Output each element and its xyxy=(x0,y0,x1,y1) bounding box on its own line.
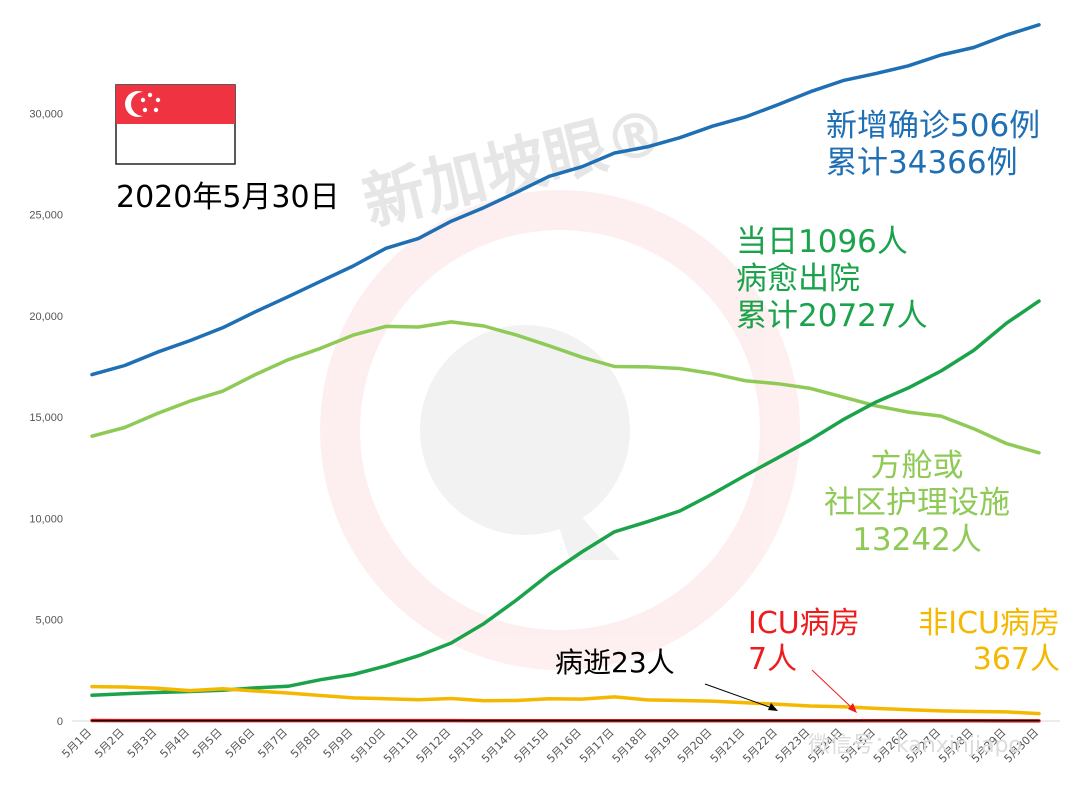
icu-pointer-arrow xyxy=(811,669,857,713)
y-tick-label: 30,000 xyxy=(29,108,63,120)
facility-annotation-line1: 方舱或 xyxy=(870,448,964,484)
y-tick-label: 25,000 xyxy=(29,210,63,222)
x-tick-label: 5月13日 xyxy=(446,726,486,766)
confirmed-annotation-line1: 新增确诊506例 xyxy=(826,108,1041,144)
x-tick-label: 5月3日 xyxy=(125,726,160,761)
y-tick-label: 15,000 xyxy=(29,412,63,424)
y-tick-label: 10,000 xyxy=(29,513,63,525)
x-tick-label: 5月11日 xyxy=(381,726,421,766)
x-tick-label: 5月2日 xyxy=(92,726,127,761)
icu-annotation-line2: 7人 xyxy=(748,642,798,677)
facility-annotation-line2: 社区护理设施 xyxy=(824,485,1010,522)
series-line-confirmed xyxy=(90,23,1041,377)
x-tick-label: 5月6日 xyxy=(223,726,258,761)
watermark-logo xyxy=(320,190,800,670)
x-tick-label: 5月20日 xyxy=(675,726,715,766)
x-tick-label: 5月7日 xyxy=(255,726,290,761)
x-tick-label: 5月23日 xyxy=(773,726,813,766)
confirmed-annotation: 新增确诊506例 累计34366例 xyxy=(826,108,1040,182)
x-tick-label: 5月4日 xyxy=(157,726,192,761)
x-tick-label: 5月15日 xyxy=(512,726,552,766)
x-tick-label: 5月8日 xyxy=(288,726,323,761)
y-tick-label: 0 xyxy=(57,716,63,728)
date-label: 2020年5月30日 xyxy=(116,180,340,215)
series-line-discharged xyxy=(90,299,1041,698)
confirmed-annotation-line2: 累计34366例 xyxy=(826,145,1018,182)
discharged-annotation-line2: 病愈出院 xyxy=(736,261,860,298)
deaths-annotation: 病逝23人 xyxy=(555,646,675,679)
non-icu-annotation-line2: 367人 xyxy=(972,642,1060,677)
x-tick-label: 5月22日 xyxy=(740,726,780,766)
non-icu-annotation: 非ICU病房 367人 xyxy=(896,606,1060,678)
icu-annotation: ICU病房 7人 xyxy=(748,606,860,678)
facility-annotation-line3: 13242人 xyxy=(852,522,982,559)
x-tick-label: 5月5日 xyxy=(190,726,225,761)
x-tick-label: 5月10日 xyxy=(348,726,388,766)
x-tick-label: 5月12日 xyxy=(414,726,454,766)
y-tick-label: 20,000 xyxy=(29,311,63,323)
non-icu-annotation-line1: 非ICU病房 xyxy=(918,606,1060,641)
discharged-annotation-line3: 累计20727人 xyxy=(736,298,928,335)
x-tick-label: 5月1日 xyxy=(59,726,94,761)
deaths-pointer-arrow xyxy=(704,683,778,711)
series-line-facility xyxy=(90,320,1041,455)
wechat-watermark: 微信号：kanxinjiapo xyxy=(808,733,1022,758)
chart-series xyxy=(90,23,1041,723)
x-tick-label: 5月14日 xyxy=(479,726,519,766)
facility-annotation: 方舱或 社区护理设施 13242人 xyxy=(806,448,1028,560)
x-tick-label: 5月21日 xyxy=(708,726,748,766)
singapore-flag-icon xyxy=(115,84,236,165)
y-tick-label: 5,000 xyxy=(35,615,63,627)
icu-annotation-line1: ICU病房 xyxy=(748,606,860,641)
x-tick-label: 5月17日 xyxy=(577,726,617,766)
series-line-non_icu xyxy=(90,684,1041,716)
x-tick-label: 5月16日 xyxy=(544,726,584,766)
discharged-annotation-line1: 当日1096人 xyxy=(736,224,908,260)
x-tick-label: 5月19日 xyxy=(642,726,682,766)
discharged-annotation: 当日1096人 病愈出院 累计20727人 xyxy=(736,224,928,336)
x-tick-label: 5月18日 xyxy=(610,726,650,766)
